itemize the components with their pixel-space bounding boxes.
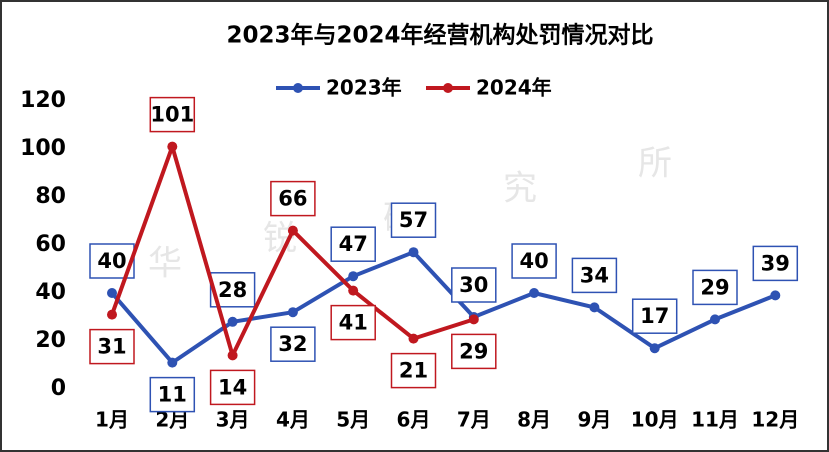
x-tick-label: 6月 xyxy=(397,408,431,432)
series-line xyxy=(110,250,777,365)
data-label-box xyxy=(89,328,135,365)
y-tick-label: 100 xyxy=(20,136,66,161)
x-tick-label: 9月 xyxy=(577,408,611,432)
point xyxy=(287,307,298,318)
data-label-box xyxy=(209,369,256,406)
point xyxy=(107,309,117,320)
point xyxy=(167,357,178,368)
y-tick-label: 60 xyxy=(35,232,66,257)
data-label-box xyxy=(390,202,437,238)
data-label: 66 xyxy=(278,187,307,211)
data-label: 40 xyxy=(97,249,126,273)
legend-marker xyxy=(293,83,303,93)
x-tick-label: 11月 xyxy=(691,408,739,432)
legend-label: 2024年 xyxy=(476,76,552,100)
data-label-box xyxy=(270,326,316,362)
data-label: 57 xyxy=(399,208,428,232)
data-label-box xyxy=(330,226,376,262)
x-tick-label: 5月 xyxy=(336,408,370,432)
x-tick-label: 12月 xyxy=(751,408,799,432)
data-label: 39 xyxy=(761,251,790,275)
y-tick-label: 40 xyxy=(35,280,66,305)
data-label: 32 xyxy=(278,332,307,356)
point xyxy=(710,314,720,325)
legend-marker xyxy=(443,83,453,93)
data-label: 21 xyxy=(399,359,428,383)
data-label: 40 xyxy=(519,249,548,273)
point xyxy=(287,225,298,236)
data-label-box xyxy=(511,243,557,279)
watermark: 锐 xyxy=(263,219,297,259)
data-label: 11 xyxy=(158,383,187,407)
point xyxy=(227,316,238,327)
y-tick-label: 80 xyxy=(35,184,66,209)
point xyxy=(468,314,479,325)
data-label-box xyxy=(692,269,738,306)
point xyxy=(649,343,660,354)
data-label: 47 xyxy=(339,232,368,256)
point xyxy=(589,302,600,313)
point xyxy=(408,333,419,344)
watermark: 华 xyxy=(148,244,182,284)
data-label: 31 xyxy=(97,335,126,359)
data-label: 101 xyxy=(150,103,194,127)
point xyxy=(408,247,419,258)
point xyxy=(227,350,238,361)
data-label-box xyxy=(752,245,799,282)
data-label: 34 xyxy=(580,263,609,287)
y-tick-label: 20 xyxy=(35,328,66,353)
point xyxy=(770,290,781,301)
data-label: 29 xyxy=(700,275,729,299)
data-label-box xyxy=(451,333,497,370)
watermark: 究 xyxy=(503,169,537,209)
x-tick-label: 7月 xyxy=(457,408,491,432)
point xyxy=(107,288,117,298)
y-tick-label: 120 xyxy=(20,88,66,113)
point xyxy=(348,271,359,282)
data-label-box xyxy=(149,376,196,413)
data-label-box xyxy=(270,180,316,217)
x-tick-label: 8月 xyxy=(517,408,551,432)
chart-title: 2023年与2024年经营机构处罚情况对比 xyxy=(226,22,653,49)
data-label-box xyxy=(451,267,497,303)
point xyxy=(348,285,359,296)
data-label: 41 xyxy=(339,311,368,335)
legend-label: 2023年 xyxy=(326,76,402,100)
watermark: 所 xyxy=(638,144,672,184)
x-tick-label: 3月 xyxy=(216,408,250,432)
x-tick-label: 10月 xyxy=(631,408,679,432)
data-label-box xyxy=(571,257,618,294)
data-label: 17 xyxy=(640,304,669,328)
data-label-box xyxy=(631,298,678,334)
data-label: 14 xyxy=(218,375,247,399)
data-label: 28 xyxy=(218,278,247,302)
x-tick-label: 4月 xyxy=(276,408,310,432)
data-label: 29 xyxy=(459,339,488,363)
data-label: 30 xyxy=(459,273,488,297)
point xyxy=(167,141,178,152)
data-label-box xyxy=(390,352,437,389)
y-tick-label: 0 xyxy=(51,376,66,401)
data-label-box xyxy=(330,304,376,341)
x-tick-label: 1月 xyxy=(95,408,129,432)
point xyxy=(529,288,540,298)
data-label-box xyxy=(149,96,196,133)
